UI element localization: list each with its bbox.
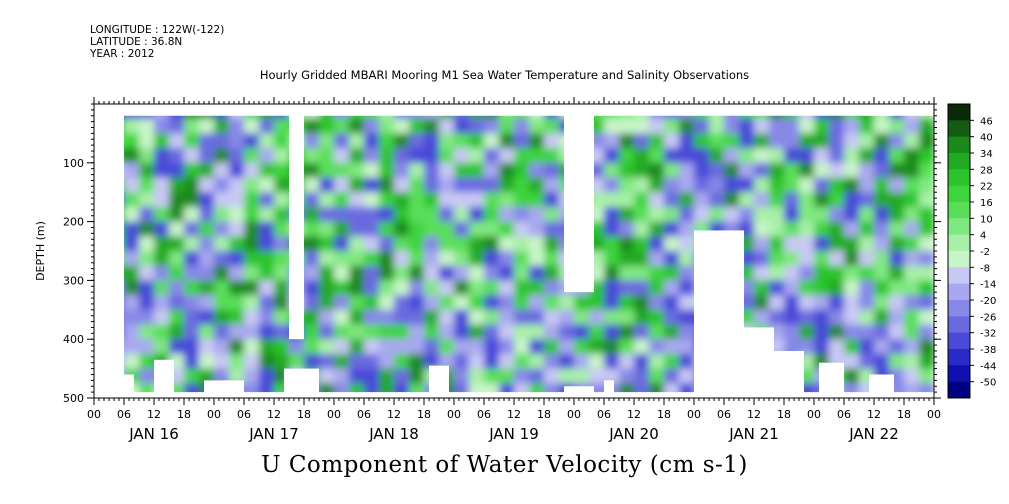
x-hour-tick-label: 06 (717, 408, 731, 421)
y-tick-label: 500 (63, 392, 84, 405)
colorbar-label: 10 (980, 214, 993, 225)
colorbar-swatch (948, 120, 970, 138)
colorbar-swatch (948, 185, 970, 203)
colorbar-label: -44 (980, 361, 996, 372)
colorbar-swatch (948, 381, 970, 399)
latitude-label: LATITUDE : 36.8N (90, 36, 183, 48)
x-hour-tick-label: 18 (777, 408, 791, 421)
x-hour-tick-label: 00 (687, 408, 701, 421)
x-hour-tick-label: 12 (747, 408, 761, 421)
x-hour-tick-label: 00 (567, 408, 581, 421)
variable-title: U Component of Water Velocity (cm s-1) (261, 452, 748, 478)
colorbar-label: 16 (980, 198, 993, 209)
x-hour-tick-label: 18 (297, 408, 311, 421)
colorbar-swatch (948, 316, 970, 334)
x-hour-tick-label: 06 (117, 408, 131, 421)
x-day-label: JAN 18 (368, 425, 419, 443)
colorbar-swatch (948, 234, 970, 252)
colorbar-label: -8 (980, 263, 990, 274)
colorbar-swatch (948, 218, 970, 236)
x-hour-tick-label: 00 (207, 408, 221, 421)
colorbar-label: 34 (980, 149, 993, 160)
x-hour-tick-label: 12 (507, 408, 521, 421)
y-tick-label: 300 (63, 274, 84, 287)
x-day-label: JAN 19 (488, 425, 539, 443)
x-hour-tick-label: 12 (387, 408, 401, 421)
colorbar-label: -50 (980, 378, 996, 389)
x-day-label: JAN 21 (728, 425, 779, 443)
missing-data-masks (94, 104, 934, 398)
colorbar-swatch (948, 365, 970, 383)
x-hour-tick-label: 00 (927, 408, 941, 421)
colorbar-swatch (948, 153, 970, 170)
colorbar-label: 46 (980, 116, 993, 127)
x-hour-tick-label: 18 (897, 408, 911, 421)
colorbar-label: 28 (980, 165, 993, 176)
x-hour-tick-label: 06 (237, 408, 251, 421)
colorbar-label: 40 (980, 133, 993, 144)
x-hour-tick-label: 00 (87, 408, 101, 421)
x-hour-tick-label: 18 (657, 408, 671, 421)
x-hour-tick-label: 18 (177, 408, 191, 421)
colorbar-swatch (948, 136, 970, 154)
x-hour-tick-label: 00 (327, 408, 341, 421)
colorbar-label: 4 (980, 231, 986, 242)
colorbar-swatch (948, 332, 970, 350)
x-hour-tick-label: 06 (357, 408, 371, 421)
chart-title: Hourly Gridded MBARI Mooring M1 Sea Wate… (259, 68, 750, 82)
colorbar-label: -32 (980, 329, 996, 340)
x-hour-tick-label: 12 (147, 408, 161, 421)
x-hour-tick-label: 12 (267, 408, 281, 421)
x-day-label: JAN 16 (128, 425, 179, 443)
x-hour-tick-label: 06 (837, 408, 851, 421)
colorbar-label: -20 (980, 296, 996, 307)
x-hour-tick-label: 06 (597, 408, 611, 421)
colorbar-swatch (948, 283, 970, 301)
colorbar-swatch (948, 104, 970, 121)
x-hour-tick-label: 00 (447, 408, 461, 421)
x-day-label: JAN 22 (848, 425, 899, 443)
axes: 00 06 12 18 00 06 12 18 00 06 12 18 00 06 12 18 00 06 12 18… (34, 97, 941, 443)
colorbar-label: -2 (980, 247, 990, 258)
x-hour-tick-label: 12 (867, 408, 881, 421)
y-tick-label: 200 (63, 216, 84, 229)
x-day-label: JAN 17 (248, 425, 299, 443)
x-hour-tick-label: 00 (807, 408, 821, 421)
colorbar-label: -38 (980, 345, 996, 356)
x-day-label: JAN 20 (608, 425, 659, 443)
y-tick-label: 400 (63, 333, 84, 346)
colorbar-swatch (948, 349, 970, 366)
x-hour-tick-label: 06 (477, 408, 491, 421)
colorbar-label: -26 (980, 312, 996, 323)
colorbar: 46 40 34 28 22 16 10 4 -2 -8 -14 -20 -26 -32 -38 -44 -50 (947, 103, 996, 399)
x-hour-tick-label: 12 (627, 408, 641, 421)
colorbar-label: 22 (980, 182, 993, 193)
y-axis-label: DEPTH (m) (34, 221, 47, 281)
x-hour-tick-label: 18 (537, 408, 551, 421)
y-tick-label: 100 (63, 157, 84, 170)
colorbar-swatch (948, 300, 970, 317)
colorbar-swatch (948, 251, 970, 268)
heatmap-field (94, 104, 934, 398)
colorbar-swatch (948, 267, 970, 285)
year-label: YEAR : 2012 (90, 48, 155, 60)
colorbar-label: -14 (980, 280, 996, 291)
longitude-label: LONGITUDE : 122W(-122) (90, 24, 225, 36)
colorbar-swatch (948, 169, 970, 187)
x-hour-tick-label: 18 (417, 408, 431, 421)
colorbar-swatch (948, 202, 970, 219)
